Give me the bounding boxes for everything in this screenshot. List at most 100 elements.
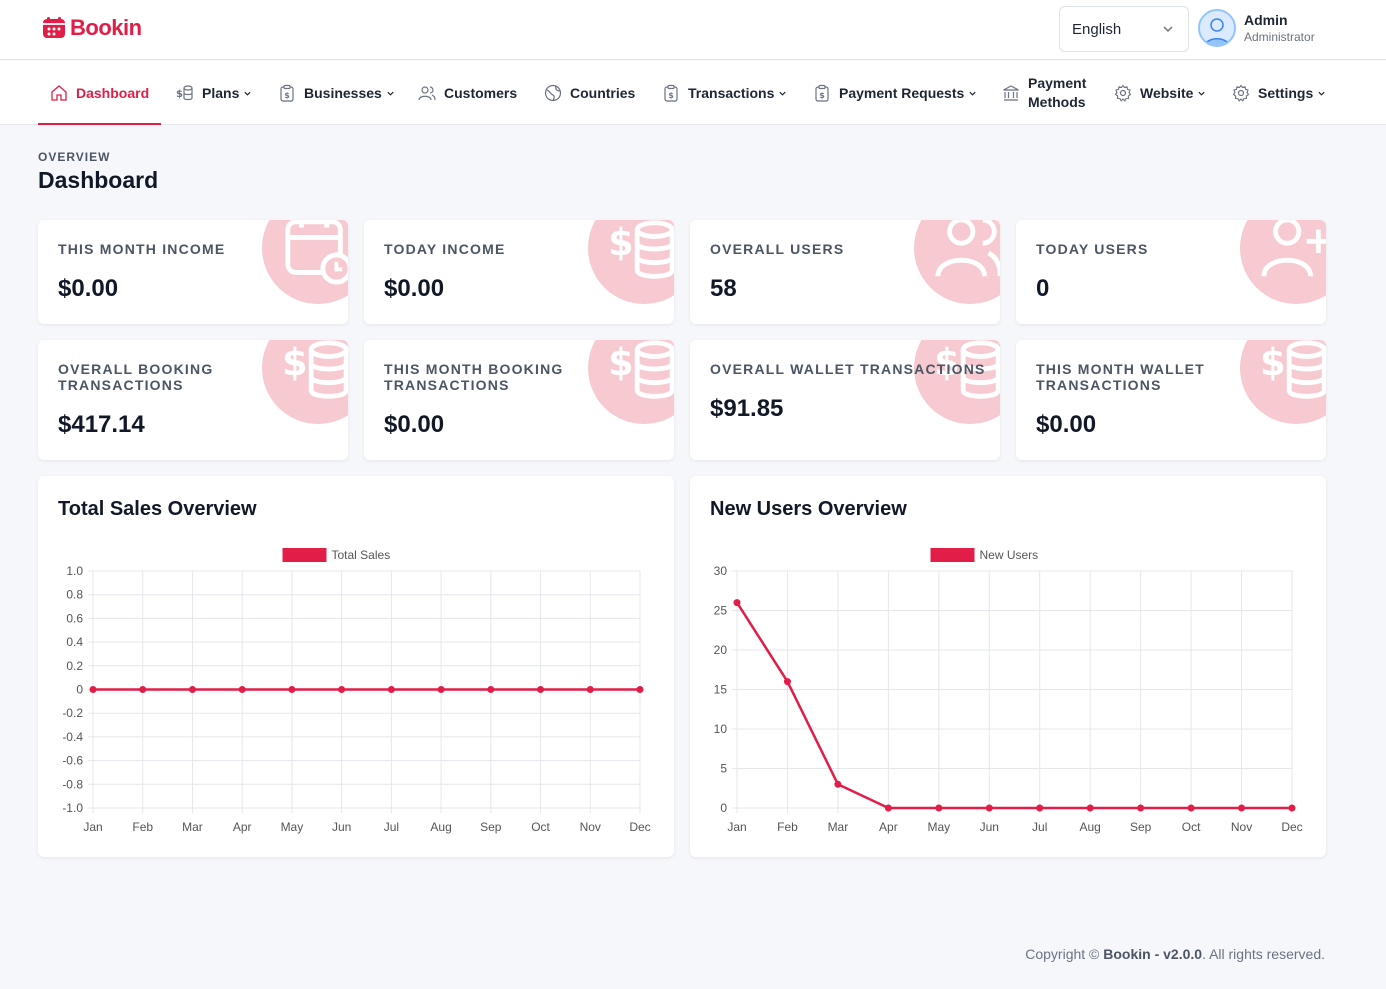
nav-item-customers[interactable]: Customers: [418, 61, 517, 125]
stat-card-overall-booking-transactions: OVERALL BOOKING TRANSACTIONS $417.14: [38, 340, 348, 460]
x-tick-label: May: [927, 820, 950, 834]
chevron-down-icon: [1318, 91, 1325, 96]
stat-label: THIS MONTH BOOKING TRANSACTIONS: [384, 361, 564, 393]
total-sales-chart: Jan Feb Mar Apr May Jun Jul Aug Sep Oct Nov Dec 1.0 0…: [62, 548, 651, 834]
stat-card-this-month-income: THIS MONTH INCOME $0.00: [38, 220, 348, 324]
data-point: [884, 804, 892, 812]
nav-item-countries[interactable]: Countries: [544, 61, 635, 125]
page-title: Dashboard: [38, 167, 159, 193]
user-avatar-icon: [1204, 18, 1230, 45]
stat-value: $0.00: [1036, 411, 1097, 438]
stat-label: OVERALL USERS: [710, 241, 845, 257]
series-line: [735, 601, 1292, 810]
data-point: [338, 686, 346, 693]
clipboard-dollar-icon: $: [664, 84, 678, 102]
nav-item-transactions[interactable]: $ Transactions: [662, 61, 787, 125]
y-tick-label: 0: [720, 801, 727, 815]
chevron-down-icon: [969, 91, 976, 96]
y-tick-label: 25: [714, 604, 728, 618]
y-tick-label: 0: [76, 683, 83, 697]
footer-brand: Bookin - v2.0.0: [1103, 946, 1203, 962]
language-value: English: [1072, 20, 1122, 38]
page-overline: OVERVIEW: [38, 150, 111, 164]
data-point: [1137, 804, 1145, 812]
stat-value: $0.00: [58, 275, 119, 302]
nav-label: Website: [1140, 85, 1194, 101]
x-tick-label: Dec: [629, 820, 650, 834]
footer-prefix: Copyright ©: [1025, 946, 1104, 962]
nav-item-website[interactable]: Website: [1114, 61, 1206, 125]
stat-card-this-month-booking-transactions: THIS MONTH BOOKING TRANSACTIONS $0.00: [364, 340, 674, 460]
stat-card-this-month-wallet-transactions: THIS MONTH WALLET TRANSACTIONS $0.00: [1016, 340, 1326, 460]
x-tick-label: Feb: [132, 820, 153, 834]
chart-card-total-sales: Total Sales Overview Jan Feb Mar Apr May Jun J…: [38, 476, 674, 857]
data-point: [537, 686, 545, 693]
x-tick-label: Apr: [233, 820, 252, 834]
gear-icon: [1114, 84, 1132, 102]
stat-label: OVERALL BOOKING TRANSACTIONS: [58, 361, 214, 393]
nav-label: Payment: [1028, 75, 1087, 91]
data-point: [288, 686, 296, 693]
y-tick-label: 10: [714, 722, 728, 736]
nav-item-payment-methods[interactable]: Payment Methods: [1002, 61, 1086, 125]
chevron-down-icon: [387, 91, 394, 96]
nav-item-payment-requests[interactable]: $ Payment Requests: [813, 61, 977, 125]
data-point: [387, 686, 395, 693]
x-tick-label: Sep: [1130, 820, 1152, 834]
y-tick-label: 1.0: [66, 564, 83, 578]
user-role: Administrator: [1244, 30, 1315, 44]
data-point: [188, 686, 196, 693]
data-point: [783, 678, 791, 686]
data-point: [1288, 804, 1296, 812]
stat-value: $417.14: [58, 411, 145, 438]
x-tick-label: Aug: [430, 820, 451, 834]
y-tick-label: -0.6: [62, 754, 83, 768]
home-icon: [51, 85, 67, 101]
data-point: [238, 686, 246, 693]
stat-card-overall-wallet-transactions: OVERALL WALLET TRANSACTIONS $91.85: [690, 340, 1000, 460]
nav-item-plans[interactable]: $ Plans: [176, 61, 252, 125]
x-tick-label: Jan: [727, 820, 746, 834]
user-name: Admin: [1244, 12, 1288, 28]
nav-item-businesses[interactable]: $ Businesses: [278, 61, 395, 125]
nav-label: Businesses: [304, 85, 382, 101]
y-tick-label: 0.4: [66, 635, 83, 649]
stat-label: THIS MONTH INCOME: [58, 241, 226, 257]
data-point: [89, 686, 97, 693]
nav-label: Customers: [444, 85, 518, 101]
dollar-coins-icon: $: [176, 85, 193, 101]
x-tick-label: Sep: [480, 820, 502, 834]
data-point: [636, 686, 644, 693]
x-tick-label: Feb: [777, 820, 798, 834]
nav-label: Payment Requests: [839, 85, 965, 101]
data-point: [1238, 804, 1246, 812]
users-icon: [418, 86, 436, 101]
stat-label: THIS MONTH WALLET TRANSACTIONS: [1036, 361, 1205, 393]
app-logo[interactable]: Bookin: [42, 15, 142, 41]
footer-copyright: Copyright © Bookin - v2.0.0. All rights …: [1025, 946, 1325, 962]
stat-label: OVERALL WALLET TRANSACTIONS: [710, 361, 986, 377]
nav-item-settings[interactable]: Settings: [1232, 61, 1326, 125]
x-tick-label: Jul: [1032, 820, 1047, 834]
dollar-coins-icon: [1260, 340, 1326, 406]
x-tick-label: Oct: [531, 820, 550, 834]
svg-text:$: $: [668, 91, 674, 100]
data-point: [1036, 804, 1044, 812]
stat-value: $91.85: [710, 395, 784, 422]
x-tick-label: Jan: [83, 820, 102, 834]
user-menu[interactable]: Admin Administrator: [1198, 9, 1315, 47]
x-tick-label: Jun: [332, 820, 351, 834]
data-point: [1187, 804, 1195, 812]
globe-icon: [544, 84, 562, 102]
y-tick-label: 15: [714, 683, 728, 697]
data-point: [985, 804, 993, 812]
legend-label: Total Sales: [332, 548, 391, 562]
language-select[interactable]: English: [1059, 6, 1189, 52]
nav-label: Countries: [570, 85, 636, 101]
y-tick-label: 0.6: [66, 611, 83, 625]
clipboard-dollar-icon: $: [815, 84, 829, 102]
nav-item-dashboard[interactable]: Dashboard: [37, 61, 162, 125]
chevron-down-icon: [1198, 91, 1206, 96]
stat-label: TODAY INCOME: [384, 241, 506, 257]
new-users-chart: Jan Feb Mar Apr May Jun Jul Aug Sep Oct Nov Dec 30 25…: [714, 548, 1303, 834]
